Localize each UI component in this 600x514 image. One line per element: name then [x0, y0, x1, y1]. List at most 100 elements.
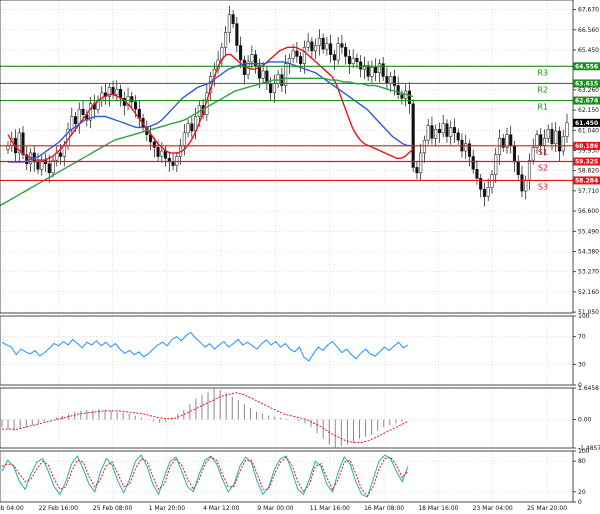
moving-average-line [8, 61, 413, 163]
candle-body [355, 57, 359, 63]
x-tick-label: 4 Mar 12:00 [203, 505, 239, 512]
candle-body [554, 130, 558, 145]
pivot-level-badge [573, 176, 600, 185]
panel-frame-rsi [0, 315, 574, 386]
candle-body [467, 143, 472, 157]
candle-body [482, 189, 487, 197]
pivot-level-badge-text: 58.284 [575, 177, 598, 184]
candle-body [531, 147, 535, 161]
candle-body [186, 123, 190, 134]
rsi-tick-label: 100 [578, 313, 590, 320]
candle-body [389, 76, 393, 84]
candle-body [156, 147, 160, 157]
candle-body [516, 161, 520, 175]
candle-body [479, 178, 483, 190]
candle-body [561, 136, 565, 152]
candle-body [272, 83, 276, 94]
candle-body [321, 37, 325, 50]
y-tick-label: 54.380 [578, 248, 599, 255]
main-price-panel: R3 R2 R1 S1 S2 S3 [0, 5, 573, 207]
candle-body [261, 70, 265, 79]
moving-average-line [7, 46, 414, 161]
y-tick-label: 55.490 [578, 228, 599, 235]
macd-tick-label: 1.6458 [578, 385, 599, 392]
candle-body [235, 23, 239, 46]
stoch-tick-label: 100 [578, 448, 590, 455]
candle-body [546, 128, 550, 139]
y-tick-label: 58.820 [578, 168, 599, 175]
candle-body [505, 134, 509, 148]
moving-average-line [0, 77, 414, 207]
candle-body [441, 123, 445, 134]
candle-body [542, 138, 547, 146]
candle-body [254, 54, 258, 66]
y-tick-label: 67.670 [578, 7, 599, 14]
candle-body [370, 67, 374, 77]
current-price-badge [573, 118, 600, 127]
stoch-tick-label: 80 [578, 458, 586, 465]
candle-body [385, 76, 389, 84]
candle-body [557, 130, 562, 152]
candle-body [366, 65, 370, 77]
candle-body [434, 128, 438, 139]
pivot-level-badge [573, 96, 600, 105]
pivot-level-badge [573, 157, 600, 166]
candle-body [224, 32, 228, 48]
panel-frame-main [0, 0, 574, 314]
candle-body [314, 45, 318, 52]
candle-body [115, 88, 119, 95]
candle-body [295, 50, 299, 57]
candle-body [374, 67, 378, 74]
candle-body [415, 167, 419, 174]
stochastic-line [1, 456, 409, 497]
candle-body [25, 154, 29, 165]
y-tick-label: 51.050 [578, 309, 599, 316]
macd-panel [1, 388, 409, 448]
candle-body [332, 54, 336, 61]
candle-body [512, 145, 517, 163]
candle-body [77, 108, 81, 124]
candle-body [430, 125, 434, 139]
candle-body [392, 76, 396, 86]
candle-body [445, 123, 449, 137]
candle-body [565, 122, 569, 137]
rsi-tick-label: 70 [578, 334, 586, 341]
candle-body [524, 179, 528, 192]
stoch-tick-label: 0 [578, 499, 582, 506]
candle-body [81, 108, 85, 115]
candle-body [302, 47, 306, 64]
candle-body [73, 116, 78, 124]
candle-body [51, 159, 55, 174]
candle-body [325, 43, 329, 50]
stochastic-panel [1, 454, 409, 498]
candle-body [250, 54, 254, 63]
candle-body [111, 87, 115, 95]
candle-body [164, 150, 168, 159]
candle-body [449, 127, 453, 137]
candle-body [182, 132, 186, 146]
y-tick-label: 66.560 [578, 27, 599, 34]
candle-body [494, 154, 498, 175]
candle-body [299, 56, 303, 64]
candle-body [486, 187, 490, 197]
y-tick-label: 61.040 [578, 127, 599, 134]
x-tick-label: 1 Mar 20:00 [149, 505, 185, 512]
candle-body [134, 101, 138, 110]
candle-body [456, 132, 460, 141]
candle-body [276, 74, 280, 84]
candle-body [344, 47, 348, 57]
y-tick-label: 56.600 [578, 208, 599, 215]
x-tick-label: 25 Feb 08:00 [93, 505, 133, 512]
candle-body [36, 161, 40, 170]
candle-body [359, 61, 363, 70]
candle-body [21, 132, 25, 155]
panel-frame-stoch [0, 450, 574, 503]
candle-body [490, 174, 494, 188]
y-tick-label: 59.930 [578, 147, 599, 154]
candle-body [426, 125, 430, 141]
macd-tick-label: 0.00 [578, 417, 592, 424]
candle-body [347, 56, 351, 64]
x-tick-label: 23 Mar 04:00 [473, 505, 513, 512]
